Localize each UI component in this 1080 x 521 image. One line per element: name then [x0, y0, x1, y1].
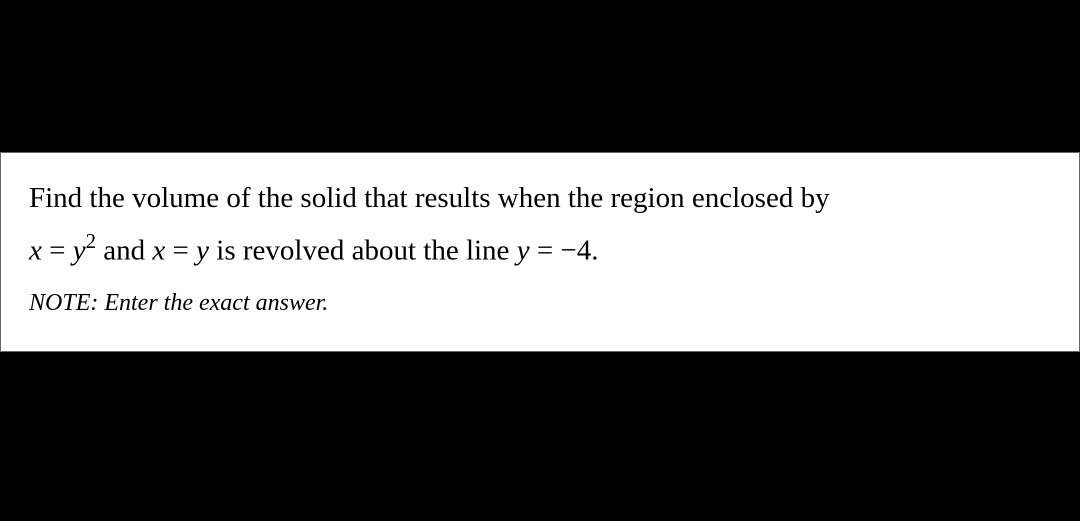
var-y-3: y: [517, 234, 530, 266]
revolved-text: is revolved about the line: [209, 234, 517, 266]
var-y-2: y: [196, 234, 209, 266]
note-line: NOTE: Enter the exact answer.: [29, 287, 1051, 321]
neg-4: −4: [560, 234, 591, 266]
eq-3: =: [530, 234, 561, 266]
var-x-1: x: [29, 234, 42, 266]
eq-1: =: [42, 234, 73, 266]
var-x-2: x: [152, 234, 165, 266]
sup-2: 2: [86, 229, 96, 253]
note-text: Enter the exact answer.: [98, 290, 328, 316]
note-label: NOTE:: [29, 290, 98, 316]
problem-line-1: Find the volume of the solid that result…: [29, 177, 1051, 221]
var-y-1: y: [73, 234, 86, 266]
and-text: and: [96, 234, 152, 266]
problem-box: Find the volume of the solid that result…: [0, 152, 1080, 352]
period: .: [591, 234, 598, 266]
eq-2: =: [165, 234, 196, 266]
problem-line-2: x = y2 and x = y is revolved about the l…: [29, 227, 1051, 273]
